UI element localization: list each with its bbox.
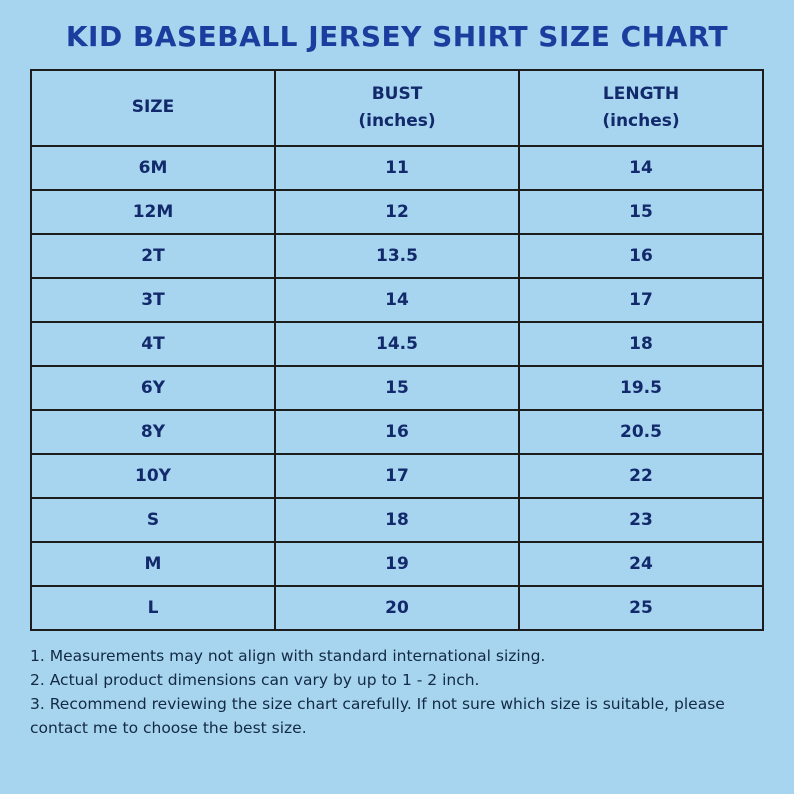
table-cell: 13.5 <box>274 233 520 279</box>
table-row: 2T 13.5 16 <box>30 233 764 279</box>
column-header-size: SIZE <box>30 69 276 147</box>
table-cell: 19.5 <box>518 365 764 411</box>
table-cell: 19 <box>274 541 520 587</box>
table-cell: M <box>30 541 276 587</box>
table-cell: 18 <box>274 497 520 543</box>
table-row: 12M 12 15 <box>30 189 764 235</box>
notes-section: 1. Measurements may not align with stand… <box>30 644 764 740</box>
table-cell: 12 <box>274 189 520 235</box>
table-row: 4T 14.5 18 <box>30 321 764 367</box>
page-title: KID BASEBALL JERSEY SHIRT SIZE CHART <box>65 20 729 53</box>
table-cell: L <box>30 585 276 631</box>
column-header-bust: BUST (inches) <box>274 69 520 147</box>
table-row: L 20 25 <box>30 585 764 631</box>
size-table-body: 6M 11 14 12M 12 15 2T 13.5 16 3T 14 17 4T 14.5 18 6Y 15 1… <box>30 145 764 631</box>
table-cell: 23 <box>518 497 764 543</box>
table-cell: 20 <box>274 585 520 631</box>
table-cell: 14.5 <box>274 321 520 367</box>
table-cell: 6Y <box>30 365 276 411</box>
table-cell: S <box>30 497 276 543</box>
table-cell: 16 <box>518 233 764 279</box>
table-cell: 10Y <box>30 453 276 499</box>
table-row: M 19 24 <box>30 541 764 587</box>
note-line: 2. Actual product dimensions can vary by… <box>30 671 480 690</box>
table-cell: 24 <box>518 541 764 587</box>
table-cell: 4T <box>30 321 276 367</box>
table-cell: 14 <box>274 277 520 323</box>
header-row: SIZE BUST (inches) LENGTH (inches) <box>30 69 764 147</box>
table-row: 10Y 17 22 <box>30 453 764 499</box>
table-cell: 2T <box>30 233 276 279</box>
table-cell: 15 <box>518 189 764 235</box>
size-chart-table: SIZE BUST (inches) LENGTH (inches) 6M 11 1… <box>30 69 764 631</box>
table-cell: 8Y <box>30 409 276 455</box>
table-row: 3T 14 17 <box>30 277 764 323</box>
table-cell: 17 <box>274 453 520 499</box>
table-cell: 3T <box>30 277 276 323</box>
table-row: 8Y 16 20.5 <box>30 409 764 455</box>
table-cell: 20.5 <box>518 409 764 455</box>
table-cell: 12M <box>30 189 276 235</box>
table-cell: 17 <box>518 277 764 323</box>
column-header-length: LENGTH (inches) <box>518 69 764 147</box>
table-cell: 25 <box>518 585 764 631</box>
table-cell: 11 <box>274 145 520 191</box>
table-row: S 18 23 <box>30 497 764 543</box>
table-cell: 15 <box>274 365 520 411</box>
table-row: 6Y 15 19.5 <box>30 365 764 411</box>
note-line: 1. Measurements may not align with stand… <box>30 647 546 665</box>
note-line: 3. Recommend reviewing the size chart ca… <box>30 695 725 738</box>
table-cell: 6M <box>30 145 276 191</box>
table-row: 6M 11 14 <box>30 145 764 191</box>
table-cell: 14 <box>518 145 764 191</box>
table-cell: 18 <box>518 321 764 367</box>
table-cell: 22 <box>518 453 764 499</box>
size-table-header: SIZE BUST (inches) LENGTH (inches) <box>30 69 764 147</box>
table-cell: 16 <box>274 409 520 455</box>
